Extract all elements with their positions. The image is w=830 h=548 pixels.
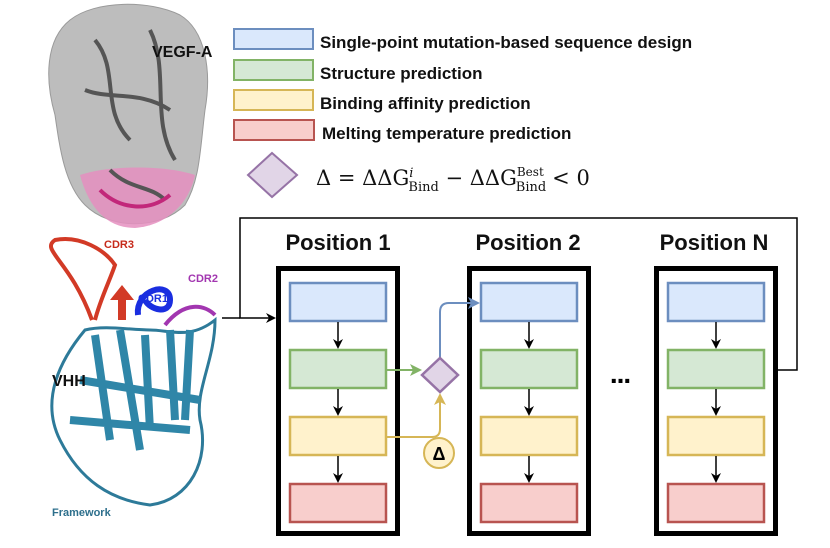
position-n-sequence-design-step bbox=[666, 281, 766, 323]
decision-diamond-icon bbox=[246, 151, 299, 199]
delta-badge bbox=[423, 437, 455, 469]
vhh-structure: CDR3 CDR1 CDR2 VHH Framework bbox=[49, 237, 218, 519]
delta-badge-label: Δ bbox=[433, 444, 446, 464]
position-1-binding-step bbox=[288, 415, 388, 457]
vhh-label: VHH bbox=[52, 373, 86, 390]
legend-swatch-sequence-design bbox=[233, 28, 314, 50]
position-2-sequence-design-step bbox=[479, 281, 579, 323]
decision-diamond bbox=[420, 356, 460, 394]
position-n-title: Position N bbox=[660, 230, 769, 255]
legend: Single-point mutation-based sequence des… bbox=[233, 28, 692, 199]
position-n-structure-step bbox=[666, 348, 766, 390]
legend-label-structure: Structure prediction bbox=[320, 64, 482, 83]
delta-formula: Δ = ΔΔGi Bind − ΔΔGBest Bind < 0 bbox=[316, 165, 590, 195]
binding-to-decision-arrow bbox=[386, 393, 446, 438]
cdr2-label: CDR2 bbox=[188, 273, 218, 285]
legend-swatch-binding bbox=[233, 89, 314, 111]
legend-swatch-structure bbox=[233, 59, 314, 81]
position-2-title: Position 2 bbox=[475, 230, 580, 255]
framework-label: Framework bbox=[52, 507, 112, 519]
feedback-loop-arrow bbox=[239, 217, 798, 371]
position-n-binding-step bbox=[666, 415, 766, 457]
position-2-binding-step bbox=[479, 415, 579, 457]
position-1-title: Position 1 bbox=[285, 230, 390, 255]
position-2-structure-step bbox=[479, 348, 579, 390]
vegf-a-structure: VEGF-A bbox=[48, 3, 213, 228]
legend-label-melting: Melting temperature prediction bbox=[322, 124, 571, 143]
vegf-a-label: VEGF-A bbox=[152, 44, 213, 61]
position-1-melting-step bbox=[288, 482, 388, 524]
position-2-melting-step bbox=[479, 482, 579, 524]
position-1-structure-step bbox=[288, 348, 388, 390]
position-n-melting-step bbox=[666, 482, 766, 524]
position-1-sequence-design-step bbox=[288, 281, 388, 323]
legend-label-binding: Binding affinity prediction bbox=[320, 94, 531, 113]
position-n-column bbox=[654, 266, 778, 536]
position-1-column bbox=[276, 266, 400, 536]
position-2-column bbox=[467, 266, 591, 536]
decision-to-next-position-arrow bbox=[439, 297, 480, 358]
legend-label-sequence-design: Single-point mutation-based sequence des… bbox=[320, 33, 692, 52]
ellipsis: ... bbox=[610, 358, 630, 389]
cdr1-label: CDR1 bbox=[138, 293, 168, 305]
cdr3-label: CDR3 bbox=[104, 239, 134, 251]
legend-swatch-melting bbox=[233, 119, 315, 141]
